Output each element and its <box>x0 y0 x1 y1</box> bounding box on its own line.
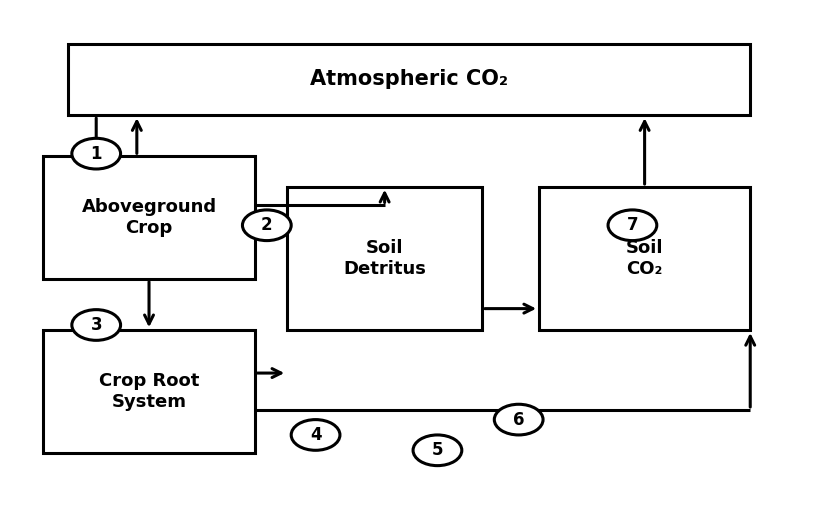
Circle shape <box>72 310 120 340</box>
Text: 7: 7 <box>627 216 638 234</box>
Text: 4: 4 <box>310 426 321 444</box>
Text: Aboveground
Crop: Aboveground Crop <box>82 198 217 237</box>
Circle shape <box>608 210 657 240</box>
FancyBboxPatch shape <box>539 187 750 330</box>
Circle shape <box>413 435 462 466</box>
Text: Atmospheric CO₂: Atmospheric CO₂ <box>310 69 508 89</box>
Circle shape <box>72 139 120 169</box>
Text: 1: 1 <box>91 145 102 163</box>
Text: Soil
CO₂: Soil CO₂ <box>626 239 663 278</box>
Text: 2: 2 <box>261 216 272 234</box>
Text: Crop Root
System: Crop Root System <box>99 372 200 411</box>
Text: 6: 6 <box>513 410 524 429</box>
Text: 3: 3 <box>91 316 102 334</box>
FancyBboxPatch shape <box>287 187 482 330</box>
Circle shape <box>291 420 340 450</box>
FancyBboxPatch shape <box>68 44 750 115</box>
Text: 5: 5 <box>432 442 443 459</box>
FancyBboxPatch shape <box>43 330 254 453</box>
Text: Soil
Detritus: Soil Detritus <box>344 239 426 278</box>
FancyBboxPatch shape <box>43 156 254 279</box>
Circle shape <box>494 404 543 435</box>
Circle shape <box>242 210 291 240</box>
